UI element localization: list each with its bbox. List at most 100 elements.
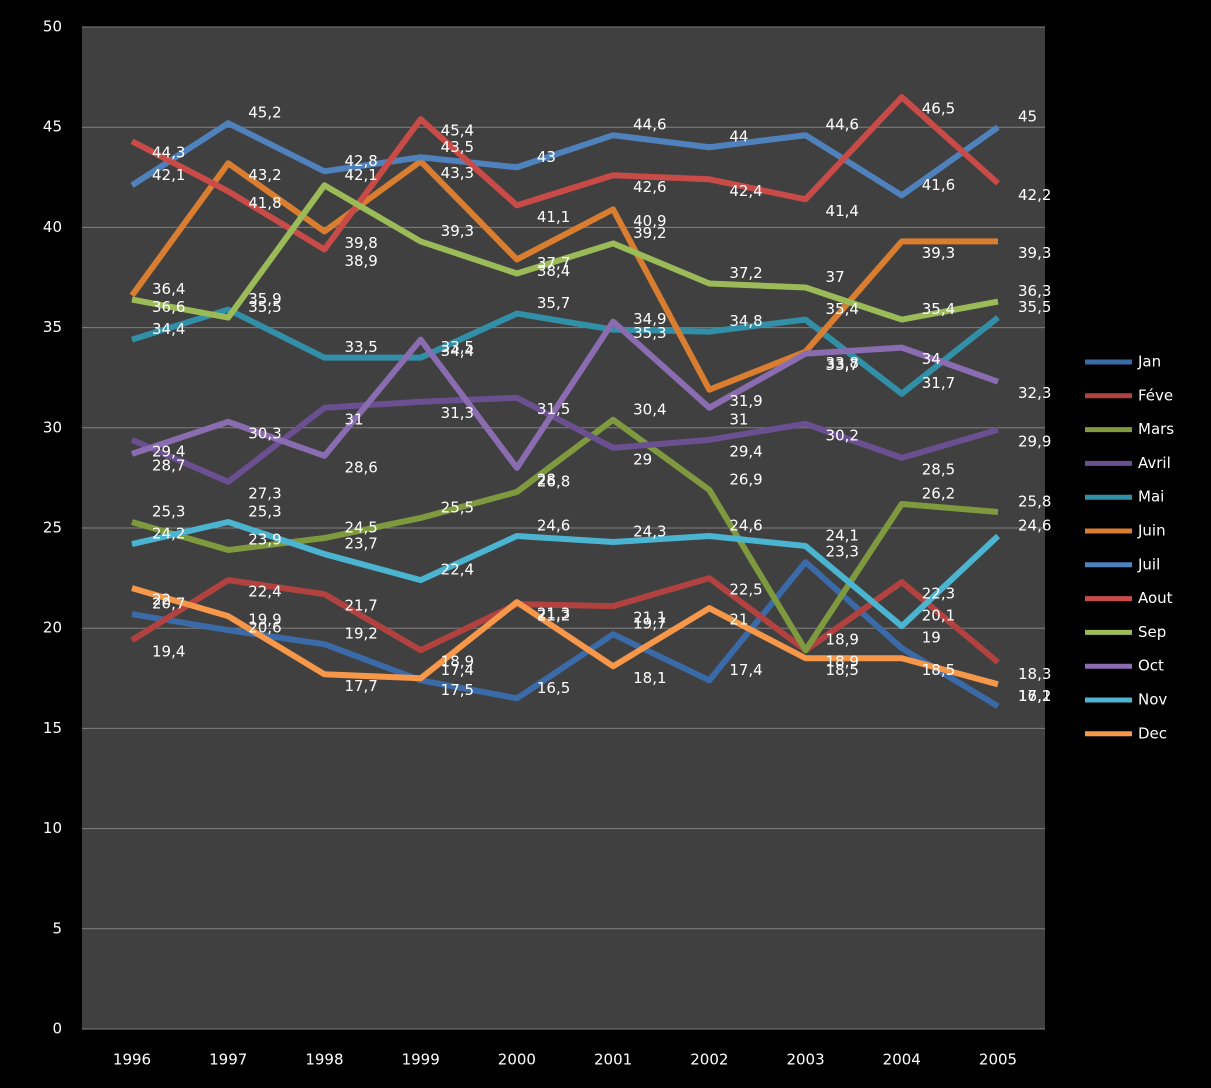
data-label: 41,8 — [248, 194, 281, 212]
x-tick-label: 2002 — [690, 1051, 728, 1069]
data-label: 42,6 — [633, 178, 666, 196]
data-label: 26,8 — [537, 472, 570, 490]
y-tick-label: 0 — [52, 1020, 62, 1038]
data-label: 18,1 — [633, 669, 666, 687]
data-label: 37,2 — [729, 264, 762, 282]
data-label: 43,2 — [248, 166, 281, 184]
data-label: 17,4 — [441, 661, 474, 679]
data-label: 45,4 — [441, 122, 474, 140]
data-label: 25,8 — [1018, 492, 1051, 510]
data-label: 42,4 — [729, 182, 762, 200]
data-label: 31 — [344, 410, 363, 428]
data-label: 24,5 — [344, 519, 377, 537]
series-line — [129, 158, 998, 393]
data-label: 35,9 — [248, 290, 281, 308]
data-label: 28,6 — [344, 458, 377, 476]
data-label: 34 — [922, 350, 941, 368]
data-label: 31,9 — [729, 392, 762, 410]
data-label: 23,9 — [248, 531, 281, 549]
data-label: 27,3 — [248, 484, 281, 502]
series-line — [131, 518, 1001, 630]
data-label: 33,5 — [344, 338, 377, 356]
legend-label: Oct — [1138, 657, 1164, 675]
data-label: 43 — [537, 148, 556, 166]
legend-label: Dec — [1138, 724, 1167, 742]
x-tick-label: 1996 — [113, 1051, 151, 1069]
data-label: 23,7 — [344, 535, 377, 553]
data-label: 24,1 — [826, 527, 859, 545]
series-line — [130, 94, 1001, 253]
data-label: 31,5 — [537, 400, 570, 418]
data-label: 21,1 — [633, 609, 666, 627]
data-label: 24,2 — [152, 525, 185, 543]
series-line — [130, 575, 1000, 665]
y-tick-label: 10 — [43, 819, 62, 837]
data-label: 43,5 — [441, 138, 474, 156]
data-label: 35,5 — [1018, 298, 1051, 316]
legend-label: Jan — [1137, 353, 1161, 371]
data-label: 42,1 — [152, 166, 185, 184]
data-label: 44 — [729, 128, 748, 146]
data-label: 39,3 — [441, 222, 474, 240]
y-tick-label: 25 — [43, 519, 62, 537]
x-tick-label: 1998 — [305, 1051, 343, 1069]
data-label: 19 — [922, 629, 941, 647]
series-line — [131, 306, 1000, 397]
data-label: 42,8 — [344, 152, 377, 170]
data-label: 35,4 — [922, 300, 955, 318]
data-label: 36,6 — [152, 298, 185, 316]
y-tick-label: 20 — [43, 619, 62, 637]
data-label: 38,4 — [537, 262, 570, 280]
x-tick-label: 2000 — [498, 1051, 536, 1069]
data-label: 17,2 — [1018, 687, 1051, 705]
data-label: 37,7 — [537, 254, 570, 272]
data-label: 33,8 — [826, 354, 859, 372]
y-tick-label: 40 — [43, 218, 62, 236]
data-label: 22,3 — [922, 585, 955, 603]
data-label: 35,5 — [248, 298, 281, 316]
data-label: 18,9 — [441, 653, 474, 671]
data-label: 21 — [729, 611, 748, 629]
x-tick-label: 2001 — [594, 1051, 632, 1069]
y-tick-label: 50 — [43, 18, 62, 36]
legend-label: Sep — [1138, 623, 1166, 641]
data-label: 17,5 — [441, 681, 474, 699]
data-label: 18,5 — [826, 661, 859, 679]
data-label: 29,4 — [729, 442, 762, 460]
y-tick-label: 15 — [43, 719, 62, 737]
data-label: 21,3 — [537, 605, 570, 623]
data-label: 42,1 — [344, 166, 377, 184]
data-label: 17,4 — [729, 661, 762, 679]
series-line — [130, 394, 999, 485]
data-label: 42,2 — [1018, 186, 1051, 204]
data-label: 19,4 — [152, 643, 185, 661]
data-label: 21,2 — [537, 607, 570, 625]
data-label: 19,7 — [633, 615, 666, 633]
y-tick-label: 30 — [43, 418, 62, 436]
data-label: 33,7 — [826, 356, 859, 374]
data-label: 19,2 — [344, 625, 377, 643]
x-tick-label: 2004 — [883, 1051, 921, 1069]
data-label: 41,1 — [537, 208, 570, 226]
data-label: 20,7 — [152, 595, 185, 613]
data-label: 39,3 — [1018, 244, 1051, 262]
legend-label: Aout — [1138, 589, 1173, 607]
data-label: 26,9 — [729, 470, 762, 488]
data-label: 40,9 — [633, 212, 666, 230]
series-line — [131, 318, 1000, 471]
data-label: 46,5 — [922, 100, 955, 118]
data-label: 39,2 — [633, 224, 666, 242]
data-label: 20,1 — [922, 607, 955, 625]
data-label: 24,6 — [729, 517, 762, 535]
data-label: 18,9 — [826, 631, 859, 649]
data-label: 41,6 — [922, 176, 955, 194]
data-label: 35,3 — [633, 324, 666, 342]
x-tick-label: 2003 — [786, 1051, 824, 1069]
data-label: 24,3 — [633, 523, 666, 541]
y-tick-label: 45 — [43, 118, 62, 136]
x-tick-label: 1997 — [209, 1051, 247, 1069]
data-label: 26,2 — [922, 484, 955, 502]
series-line — [131, 559, 1000, 709]
data-label: 25,3 — [152, 502, 185, 520]
legend-label: Mars — [1138, 420, 1174, 438]
